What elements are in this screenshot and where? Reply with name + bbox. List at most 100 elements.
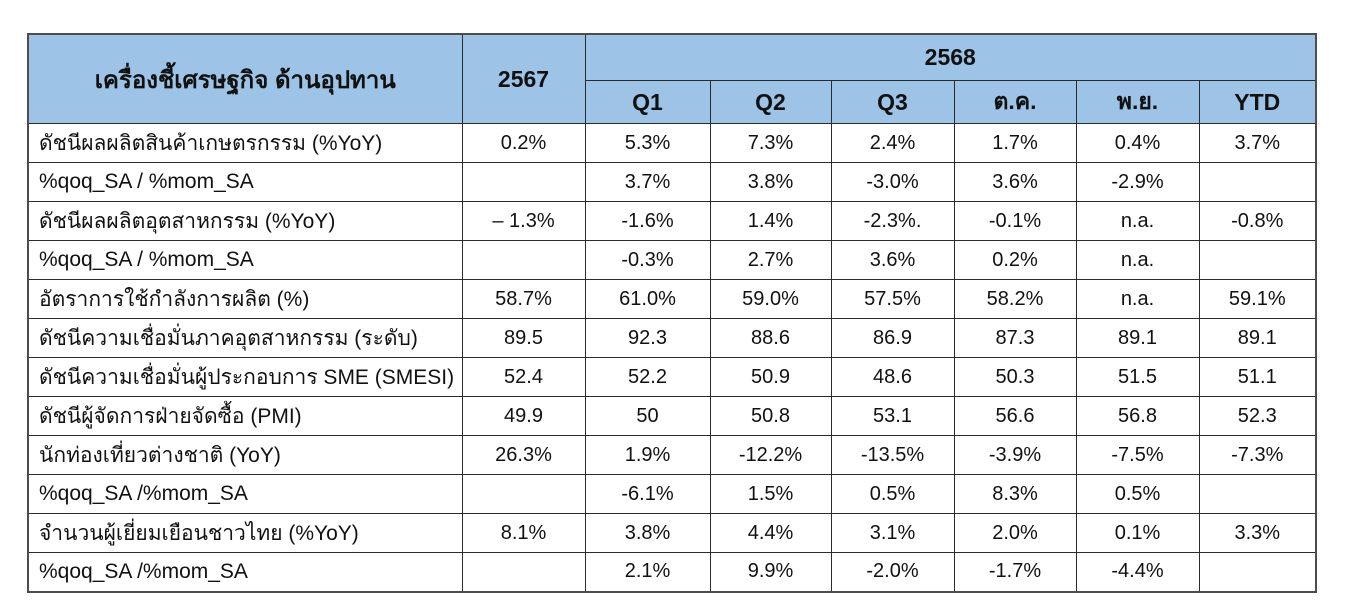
value-cell: -4.4% (1075, 552, 1200, 592)
table-row: %qoq_SA /%mom_SA 2.1% 9.9% -2.0% -1.7% -4.4% (27, 552, 1317, 592)
value-cell: 49.9 (461, 396, 586, 436)
value-cell: 7.3% (709, 123, 832, 163)
value-cell: -0.8% (1198, 201, 1317, 241)
table-row: %qoq_SA / %mom_SA -0.3% 2.7% 3.6% 0.2% n.a. (27, 240, 1317, 280)
value-cell: 26.3% (461, 435, 586, 475)
value-cell: 8.3% (953, 474, 1077, 514)
period-header-q3: Q3 (830, 80, 955, 124)
period-header-q1: Q1 (584, 80, 711, 124)
value-cell (461, 552, 586, 592)
value-cell: – 1.3% (461, 201, 586, 241)
value-cell: -0.3% (584, 240, 711, 280)
table-row: ดัชนีผลผลิตอุตสาหกรรม (%YoY) – 1.3% -1.6% 1… (27, 201, 1317, 241)
value-cell: 52.3 (1198, 396, 1317, 436)
value-cell: 3.7% (1198, 123, 1317, 163)
value-cell: n.a. (1075, 279, 1200, 319)
row-label: นักท่องเที่ยวต่างชาติ (YoY) (27, 435, 463, 475)
value-cell: 8.1% (461, 513, 586, 553)
value-cell: 51.1 (1198, 357, 1317, 397)
value-cell: -1.6% (584, 201, 711, 241)
value-cell: n.a. (1075, 201, 1200, 241)
value-cell: 50.9 (709, 357, 832, 397)
value-cell: 2.4% (830, 123, 955, 163)
supply-indicators-table: เครื่องชี้เศรษฐกิจ ด้านอุปทาน 2567 2568 … (27, 33, 1318, 593)
value-cell: -12.2% (709, 435, 832, 475)
value-cell: 3.1% (830, 513, 955, 553)
period-header-ytd: YTD (1198, 80, 1317, 124)
value-cell (461, 474, 586, 514)
value-cell (1198, 552, 1317, 592)
value-cell: 0.2% (461, 123, 586, 163)
value-cell: -1.7% (953, 552, 1077, 592)
value-cell: -2.3%. (830, 201, 955, 241)
value-cell: 1.5% (709, 474, 832, 514)
table-row: ดัชนีผู้จัดการฝ่ายจัดซื้อ (PMI) 49.9 50 50.… (27, 396, 1317, 436)
value-cell: 53.1 (830, 396, 955, 436)
value-cell: 87.3 (953, 318, 1077, 358)
year-2568-header: 2568 (584, 33, 1317, 81)
row-label: ดัชนีความเชื่อมั่นภาคอุตสาหกรรม (ระดับ) (27, 318, 463, 358)
value-cell: 1.4% (709, 201, 832, 241)
value-cell: -2.9% (1075, 162, 1200, 202)
table-row: อัตราการใช้กำลังการผลิต (%) 58.7% 61.0% 59.… (27, 279, 1317, 319)
value-cell: 5.3% (584, 123, 711, 163)
value-cell: 0.1% (1075, 513, 1200, 553)
value-cell: 3.6% (953, 162, 1077, 202)
row-label: %qoq_SA / %mom_SA (27, 240, 463, 280)
value-cell: -6.1% (584, 474, 711, 514)
value-cell: 51.5 (1075, 357, 1200, 397)
value-cell (461, 240, 586, 280)
value-cell: 59.1% (1198, 279, 1317, 319)
value-cell: 50.3 (953, 357, 1077, 397)
value-cell: -3.0% (830, 162, 955, 202)
row-label: จำนวนผู้เยี่ยมเยือนชาวไทย (%YoY) (27, 513, 463, 553)
value-cell: 57.5% (830, 279, 955, 319)
value-cell: 3.8% (584, 513, 711, 553)
period-header-nov: พ.ย. (1075, 80, 1200, 124)
value-cell: 59.0% (709, 279, 832, 319)
value-cell: 0.4% (1075, 123, 1200, 163)
value-cell (461, 162, 586, 202)
header-row-top: เครื่องชี้เศรษฐกิจ ด้านอุปทาน 2567 2568 (27, 33, 1317, 124)
value-cell: 1.7% (953, 123, 1077, 163)
table-body: ดัชนีผลผลิตสินค้าเกษตรกรรม (%YoY) 0.2% 5.3… (27, 123, 1317, 592)
value-cell: -2.0% (830, 552, 955, 592)
value-cell (1198, 474, 1317, 514)
period-header-oct: ต.ค. (953, 80, 1077, 124)
table-row: นักท่องเที่ยวต่างชาติ (YoY) 26.3% 1.9% -12.… (27, 435, 1317, 475)
header-row-sub: Q1 Q2 Q3 ต.ค. พ.ย. YTD (28, 80, 1317, 124)
value-cell: 88.6 (709, 318, 832, 358)
value-cell: 4.4% (709, 513, 832, 553)
value-cell (1198, 240, 1317, 280)
row-label: %qoq_SA /%mom_SA (27, 474, 463, 514)
value-cell: 89.1 (1075, 318, 1200, 358)
value-cell: -13.5% (830, 435, 955, 475)
row-label: ดัชนีความเชื่อมั่นผู้ประกอบการ SME (SMES… (27, 357, 463, 397)
value-cell: 89.5 (461, 318, 586, 358)
value-cell: 58.2% (953, 279, 1077, 319)
value-cell: 0.5% (830, 474, 955, 514)
value-cell: 1.9% (584, 435, 711, 475)
value-cell: 48.6 (830, 357, 955, 397)
table-row: %qoq_SA /%mom_SA -6.1% 1.5% 0.5% 8.3% 0.5% (27, 474, 1317, 514)
row-label: %qoq_SA /%mom_SA (27, 552, 463, 592)
value-cell: 3.8% (709, 162, 832, 202)
value-cell: 0.5% (1075, 474, 1200, 514)
row-label: %qoq_SA / %mom_SA (27, 162, 463, 202)
table-row: ดัชนีความเชื่อมั่นภาคอุตสาหกรรม (ระดับ) 8… (27, 318, 1317, 358)
value-cell: 52.4 (461, 357, 586, 397)
value-cell: 50.8 (709, 396, 832, 436)
table-row: ดัชนีความเชื่อมั่นผู้ประกอบการ SME (SMES… (27, 357, 1317, 397)
value-cell: 52.2 (584, 357, 711, 397)
value-cell: -3.9% (953, 435, 1077, 475)
value-cell: 89.1 (1198, 318, 1317, 358)
value-cell: 86.9 (830, 318, 955, 358)
value-cell: 2.7% (709, 240, 832, 280)
value-cell: -7.3% (1198, 435, 1317, 475)
value-cell (1198, 162, 1317, 202)
value-cell: 61.0% (584, 279, 711, 319)
value-cell: 0.2% (953, 240, 1077, 280)
row-label: ดัชนีผู้จัดการฝ่ายจัดซื้อ (PMI) (27, 396, 463, 436)
period-header-q2: Q2 (709, 80, 832, 124)
